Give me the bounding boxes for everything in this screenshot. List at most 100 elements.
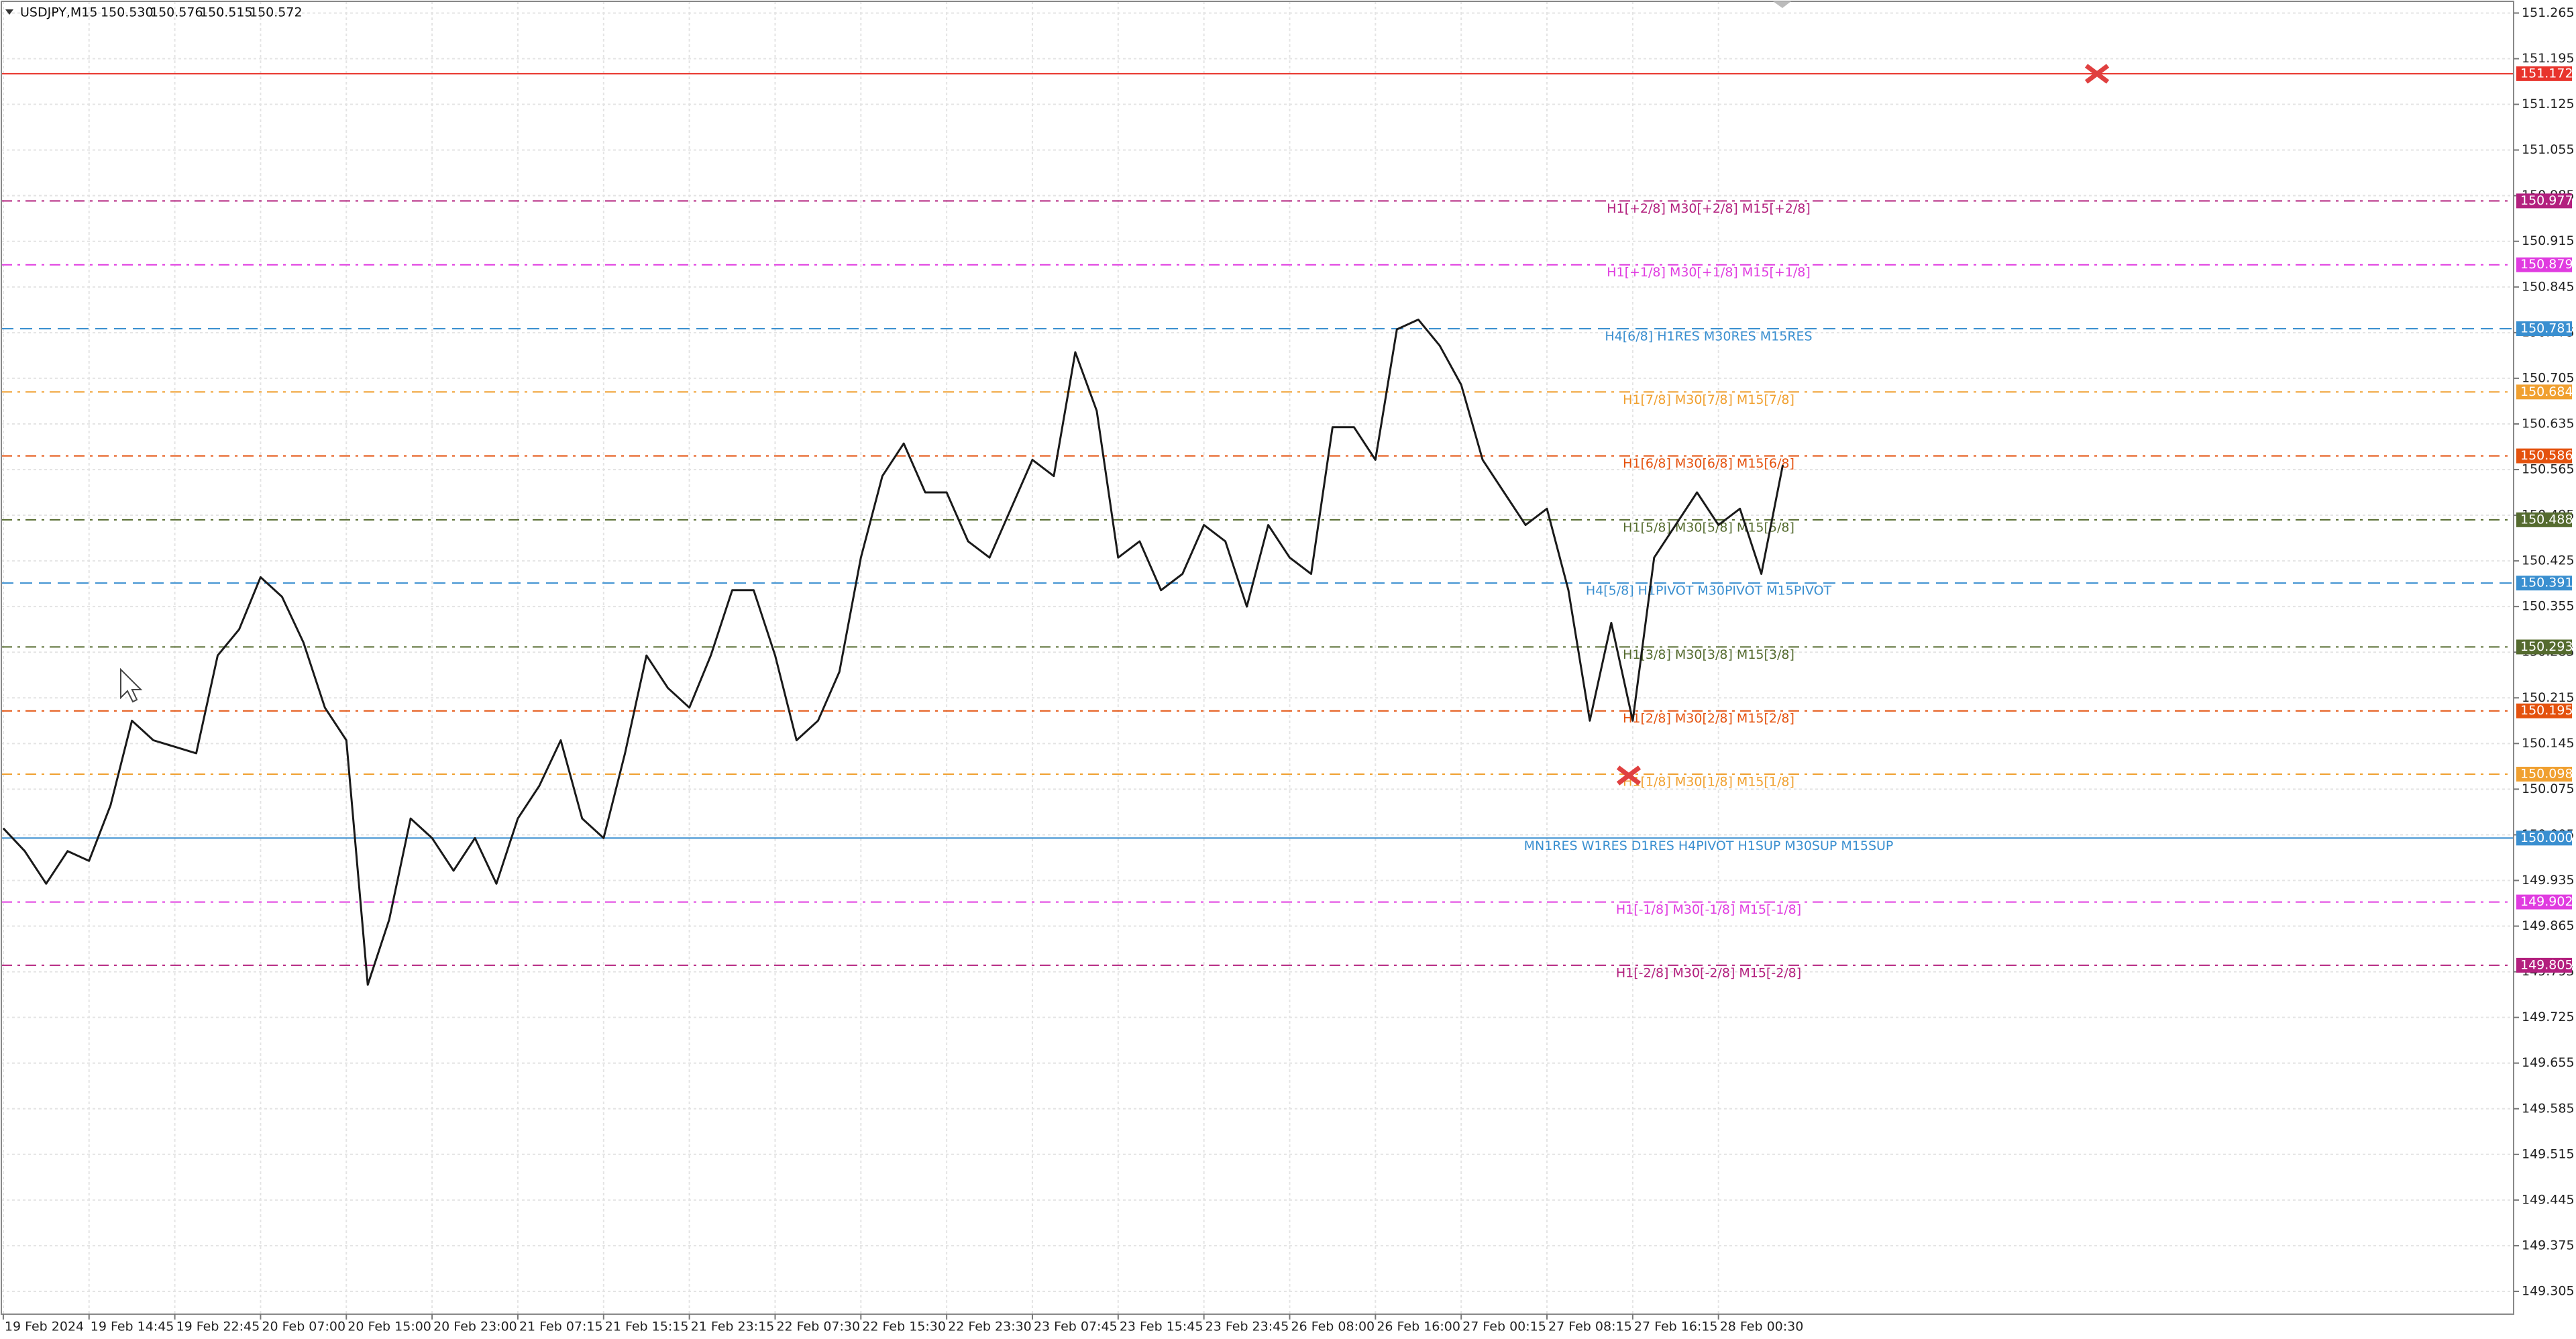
price-tag xyxy=(2516,257,2572,272)
price-tag-label: 150.781 xyxy=(2520,321,2573,335)
price-tag-label: 149.902 xyxy=(2520,894,2573,909)
x-tick-label: 22 Feb 23:30 xyxy=(948,1320,1032,1334)
y-tick-label: 149.655 xyxy=(2522,1055,2575,1070)
x-tick-label: 22 Feb 07:30 xyxy=(776,1320,860,1334)
price-tag-label: 149.805 xyxy=(2520,957,2573,972)
price-tag-label: 150.879 xyxy=(2520,257,2573,272)
price-tag-label: 151.172 xyxy=(2520,66,2573,81)
x-tick-label: 28 Feb 00:30 xyxy=(1720,1320,1804,1334)
level-label: H1[7/8] M30[7/8] M15[7/8] xyxy=(1623,392,1794,407)
price-tag-label: 150.488 xyxy=(2520,512,2573,527)
level-label: H4[5/8] H1PIVOT M30PIVOT M15PIVOT xyxy=(1586,584,1832,598)
level-label: H1[3/8] M30[3/8] M15[3/8] xyxy=(1623,647,1794,662)
price-tag-label: 150.586 xyxy=(2520,448,2573,463)
plot xyxy=(2,318,1784,986)
levels: H1[+2/8] M30[+2/8] M15[+2/8] H1[+1/8] M30… xyxy=(1,72,2514,980)
price-tag xyxy=(2516,448,2572,464)
quote-open: 150.530 xyxy=(101,5,154,20)
x-tick-label: 20 Feb 15:00 xyxy=(347,1320,431,1334)
price-tag-label: 150.684 xyxy=(2520,384,2573,399)
plot-frame xyxy=(1,1,2514,1315)
level-label: H1[1/8] M30[1/8] M15[1/8] xyxy=(1623,775,1794,790)
y-tick-label: 151.055 xyxy=(2522,142,2575,157)
y-tick-label: 151.195 xyxy=(2522,51,2575,66)
level-label: H1[+1/8] M30[+1/8] M15[+1/8] xyxy=(1607,265,1811,280)
y-tick-label: 150.215 xyxy=(2522,690,2575,705)
y-tick-label: 150.915 xyxy=(2522,233,2575,248)
y-tick-label: 149.585 xyxy=(2522,1101,2575,1116)
x-tick-label: 23 Feb 07:45 xyxy=(1034,1320,1118,1334)
level-label: H1[2/8] M30[2/8] M15[2/8] xyxy=(1623,711,1794,726)
y-tick-label: 150.145 xyxy=(2522,736,2575,751)
x-tick-label: 26 Feb 08:00 xyxy=(1291,1320,1375,1334)
price-tag xyxy=(2516,66,2572,81)
price-tag xyxy=(2516,576,2572,591)
level-label: MN1RES W1RES D1RES H4PIVOT H1SUP M30SUP … xyxy=(1524,839,1894,853)
x-tick-label: 19 Feb 2024 xyxy=(5,1320,84,1334)
y-tick-label: 151.265 xyxy=(2522,5,2575,20)
axis: 151.265151.195151.125151.055150.985150.9… xyxy=(2,5,2575,1334)
price-tag xyxy=(2516,384,2572,400)
level-label: H1[5/8] M30[5/8] M15[5/8] xyxy=(1623,520,1794,535)
quote-low: 150.515 xyxy=(200,5,253,20)
x-tick-label: 19 Feb 22:45 xyxy=(176,1320,260,1334)
x-tick-label: 27 Feb 08:15 xyxy=(1548,1320,1632,1334)
price-tag-label: 150.098 xyxy=(2520,767,2573,782)
x-tick-label: 21 Feb 07:15 xyxy=(519,1320,603,1334)
price-tag xyxy=(2516,703,2572,718)
price-tag xyxy=(2516,894,2572,910)
mouse-cursor xyxy=(120,667,143,703)
x-tick-label: 27 Feb 00:15 xyxy=(1462,1320,1546,1334)
price-tag xyxy=(2516,767,2572,782)
y-tick-label: 149.515 xyxy=(2522,1146,2575,1161)
x-tick-label: 27 Feb 16:15 xyxy=(1634,1320,1718,1334)
x-tick-label: 22 Feb 15:30 xyxy=(862,1320,946,1334)
level-label: H1[+2/8] M30[+2/8] M15[+2/8] xyxy=(1607,201,1811,216)
y-tick-label: 150.635 xyxy=(2522,416,2575,431)
x-tick-label: 20 Feb 23:00 xyxy=(433,1320,517,1334)
price-tag-label: 150.000 xyxy=(2520,831,2573,845)
x-marker xyxy=(1616,765,1642,786)
y-tick-label: 150.705 xyxy=(2522,370,2575,385)
x-tick-label: 23 Feb 15:45 xyxy=(1120,1320,1203,1334)
level-label: H1[6/8] M30[6/8] M15[6/8] xyxy=(1623,456,1794,471)
price-tag-label: 150.977 xyxy=(2520,193,2573,208)
y-tick-label: 150.355 xyxy=(2522,599,2575,614)
symbol: USDJPY,M15 xyxy=(20,5,97,20)
y-tick-label: 149.865 xyxy=(2522,918,2575,933)
y-tick-label: 150.565 xyxy=(2522,462,2575,476)
y-tick-label: 149.375 xyxy=(2522,1238,2575,1252)
x-tick-label: 21 Feb 23:15 xyxy=(691,1320,775,1334)
shift-marker xyxy=(1773,1,1791,8)
level-label: H4[6/8] H1RES M30RES M15RES xyxy=(1605,329,1812,343)
y-tick-label: 149.445 xyxy=(2522,1192,2575,1207)
y-tick-label: 149.935 xyxy=(2522,873,2575,888)
y-tick-label: 149.305 xyxy=(2522,1283,2575,1298)
price-tag xyxy=(2516,512,2572,527)
price-tag xyxy=(2516,321,2572,336)
y-tick-label: 151.125 xyxy=(2522,97,2575,111)
price-tag xyxy=(2516,831,2572,846)
quote-high: 150.576 xyxy=(150,5,203,20)
x-tick-label: 23 Feb 23:45 xyxy=(1205,1320,1289,1334)
header: USDJPY,M15 150.530 150.576 150.515 150.5… xyxy=(5,5,303,20)
level-label: H1[-1/8] M30[-1/8] M15[-1/8] xyxy=(1616,902,1801,917)
price-line xyxy=(2,318,1784,986)
x-marker xyxy=(2084,64,2110,84)
price-tag xyxy=(2516,957,2572,973)
quote-close: 150.572 xyxy=(250,5,303,20)
y-tick-label: 150.425 xyxy=(2522,553,2575,568)
x-tick-label: 19 Feb 14:45 xyxy=(91,1320,174,1334)
x-tick-label: 20 Feb 07:00 xyxy=(262,1320,345,1334)
x-tick-label: 26 Feb 16:00 xyxy=(1377,1320,1460,1334)
menu-arrow[interactable] xyxy=(5,9,13,15)
price-tag xyxy=(2516,639,2572,655)
y-tick-label: 149.725 xyxy=(2522,1010,2575,1024)
x-tick-label: 21 Feb 15:15 xyxy=(605,1320,689,1334)
price-tag xyxy=(2516,193,2572,209)
price-tag-label: 150.293 xyxy=(2520,639,2573,654)
y-tick-label: 150.845 xyxy=(2522,279,2575,294)
price-tag-label: 150.391 xyxy=(2520,576,2573,590)
